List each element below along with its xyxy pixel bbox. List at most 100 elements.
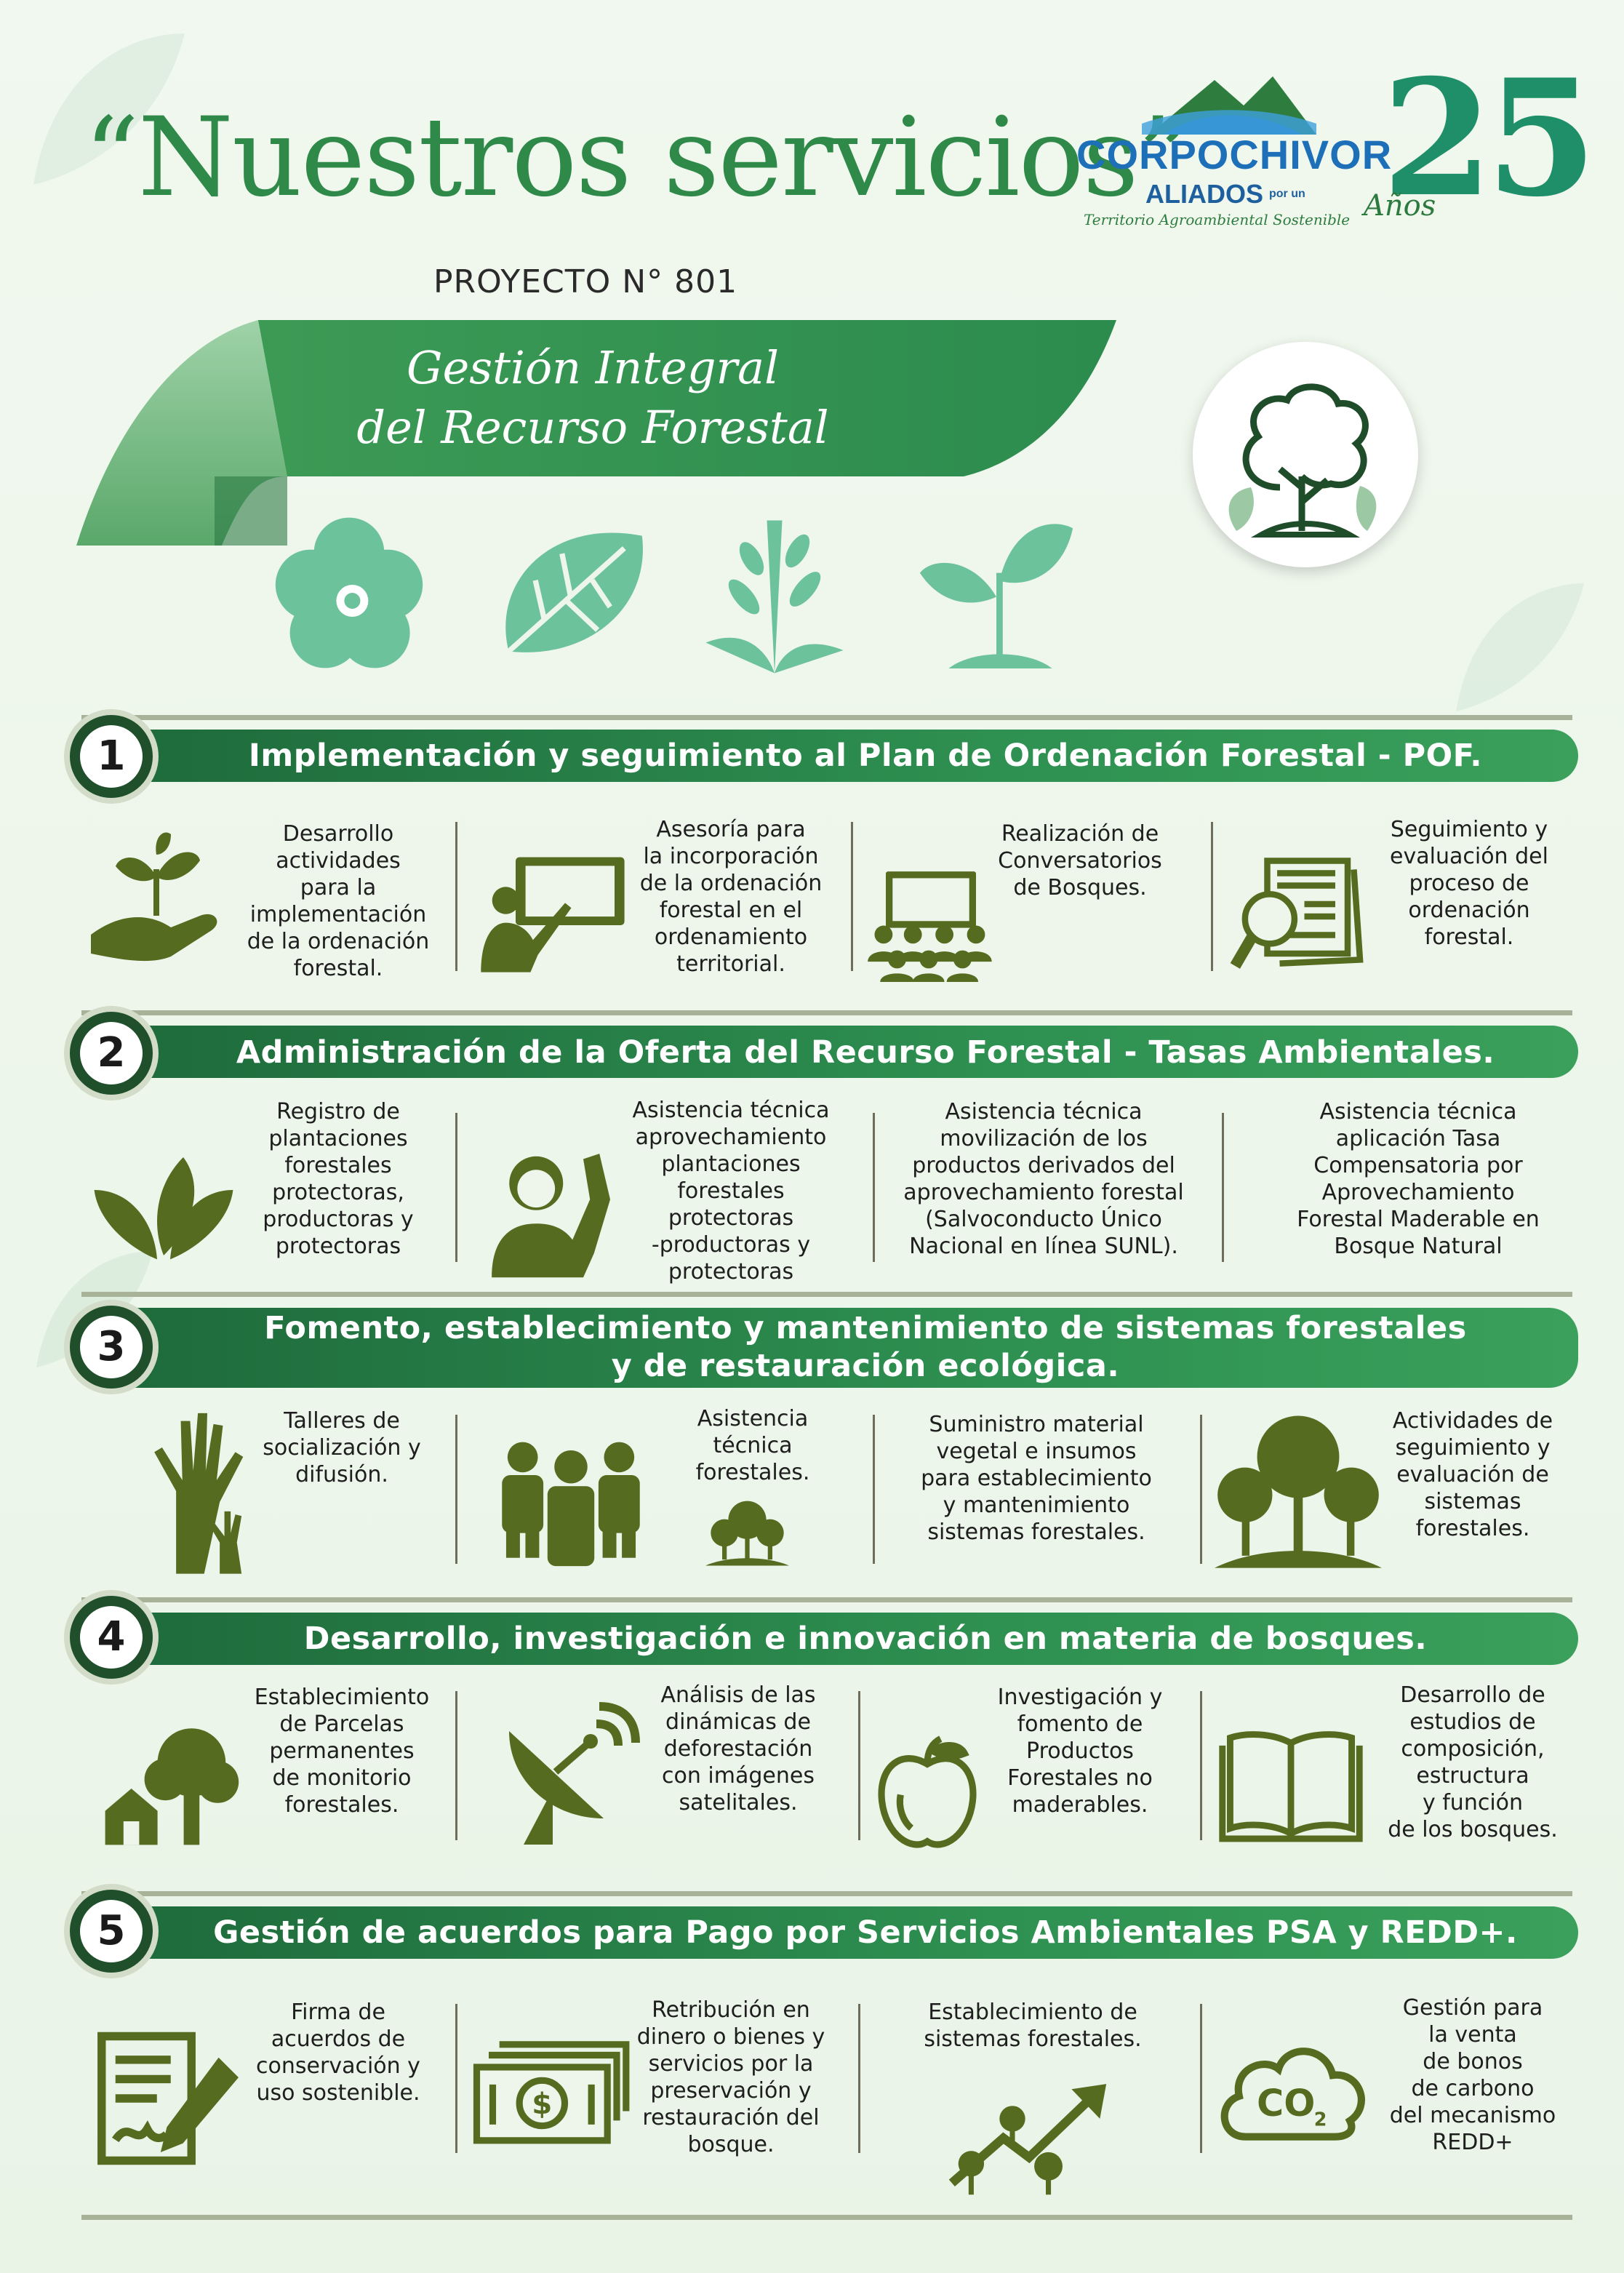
section-4-item-2-text: Análisis de las dinámicas de deforestaci… bbox=[660, 1682, 816, 1815]
section-1-item-1-text: Desarrollo actividades para la implement… bbox=[247, 821, 430, 981]
section-1-separator bbox=[1211, 822, 1213, 971]
section-3-title-line-2: y de restauración ecológica. bbox=[611, 1348, 1120, 1384]
section-4-divider bbox=[81, 1597, 1572, 1602]
section-2-item-4-text: Asistencia técnica aplicación Tasa Compe… bbox=[1297, 1099, 1540, 1259]
section-5-divider bbox=[81, 1891, 1572, 1896]
tree-outline-icon bbox=[1228, 383, 1377, 538]
page-title: “Nuestros servicios” bbox=[84, 95, 1193, 221]
open-book-icon bbox=[1219, 1731, 1363, 1842]
section-5-item-3-text: Establecimiento de sistemas forestales. bbox=[924, 2000, 1142, 2052]
tree-emblem bbox=[1193, 342, 1418, 567]
section-2-item-1-text: Registro de plantaciones forestales prot… bbox=[263, 1099, 414, 1259]
ribbon-line-1: Gestión Integral bbox=[407, 341, 779, 394]
forest-hill-icon bbox=[1215, 1415, 1382, 1568]
section-5-separator bbox=[858, 2004, 860, 2153]
bottom-divider bbox=[81, 2215, 1572, 2220]
section-1-number-badge: 1 bbox=[64, 709, 159, 804]
section-2-separator bbox=[455, 1113, 457, 1262]
section-5-item-4-text: Gestión para la venta de bonos de carbon… bbox=[1389, 1995, 1556, 2155]
person-raising-hand-icon bbox=[492, 1154, 610, 1278]
corpochivor-mountain-icon bbox=[1142, 76, 1316, 135]
section-4-item-4-text: Desarrollo de estudios de composición, e… bbox=[1388, 1682, 1558, 1842]
section-2-number: 2 bbox=[80, 1022, 143, 1084]
section-2-header bbox=[120, 1026, 1578, 1078]
section-4-number-badge: 4 bbox=[64, 1590, 159, 1685]
section-5-header bbox=[120, 1906, 1578, 1959]
section-1-item-4-text: Seguimiento y evaluación del proceso de … bbox=[1390, 817, 1548, 950]
section-4-separator bbox=[455, 1691, 457, 1840]
section-1-title: Implementación y seguimiento al Plan de … bbox=[248, 738, 1483, 774]
section-4-item-1-text: Establecimiento de Parcelas permanentes … bbox=[254, 1685, 430, 1818]
teacher-board-icon bbox=[481, 857, 625, 972]
signed-document-icon bbox=[97, 2032, 239, 2165]
section-5-number: 5 bbox=[80, 1900, 143, 1962]
grass-plant-icon bbox=[705, 520, 844, 674]
section-3-item-2-text: Asistencia técnica forestales. bbox=[695, 1406, 810, 1485]
section-2-separator bbox=[873, 1113, 875, 1262]
section-1-separator bbox=[851, 822, 853, 971]
section-3-item-3-text: Suministro material vegetal e insumos pa… bbox=[921, 1412, 1152, 1545]
sprout-icon bbox=[919, 524, 1073, 669]
section-3-divider bbox=[81, 1292, 1572, 1297]
leaves-icon bbox=[94, 1157, 233, 1260]
section-5-separator bbox=[455, 2004, 457, 2153]
audience-icon bbox=[868, 871, 992, 982]
section-2-divider bbox=[81, 1010, 1572, 1015]
money-bill-icon: $ bbox=[473, 2041, 630, 2144]
section-2-separator bbox=[1222, 1113, 1224, 1262]
house-tree-icon bbox=[105, 1728, 239, 1845]
fruit-icon bbox=[878, 1735, 977, 1848]
section-1-item-2-text: Asesoría para la incorporación de la ord… bbox=[639, 817, 823, 977]
section-1-divider bbox=[81, 715, 1572, 720]
section-1-item-3-text: Realización de Conversatorios de Bosques… bbox=[998, 821, 1162, 900]
section-5-item-2-text: Retribución en dinero o bienes y servici… bbox=[636, 1997, 825, 2157]
section-5-number-badge: 5 bbox=[64, 1884, 159, 1978]
org-tagline-2: por un bbox=[1269, 188, 1305, 200]
hibiscus-flower-icon bbox=[275, 517, 423, 668]
section-3-item-1-text: Talleres de socialización y difusión. bbox=[263, 1408, 421, 1487]
section-2-item-2-text: Asistencia técnica aprovechamiento plant… bbox=[632, 1098, 830, 1285]
org-tagline-3: Territorio Agroambiental Sostenible bbox=[1084, 211, 1351, 228]
section-3-item-4-text: Actividades de seguimiento y evaluación … bbox=[1392, 1408, 1553, 1541]
group-trees-icon bbox=[705, 1501, 789, 1566]
org-tagline-1: ALIADOS bbox=[1145, 179, 1263, 209]
raised-hands-icon bbox=[154, 1413, 244, 1574]
hand-seedling-icon bbox=[91, 832, 217, 962]
section-3-separator bbox=[455, 1415, 457, 1564]
section-4-header bbox=[120, 1613, 1578, 1665]
co2-subscript: 2 bbox=[1314, 2108, 1327, 2130]
section-3-number: 3 bbox=[80, 1316, 143, 1378]
growth-trees-icon bbox=[948, 2084, 1107, 2195]
section-3-separator bbox=[1200, 1415, 1202, 1564]
project-label: PROYECTO N° 801 bbox=[433, 263, 738, 300]
ribbon-line-2: del Recurso Forestal bbox=[356, 401, 829, 454]
section-5-separator bbox=[1200, 2004, 1202, 2153]
group-people-icon bbox=[502, 1442, 640, 1567]
section-5-item-1-text: Firma de acuerdos de conservación y uso … bbox=[256, 2000, 420, 2106]
section-1-number: 1 bbox=[80, 725, 143, 788]
section-4-separator bbox=[1200, 1691, 1202, 1840]
background-leaf-icon bbox=[1456, 583, 1584, 711]
section-1-header bbox=[120, 730, 1578, 782]
section-4-item-3-text: Investigación y fomento de Productos For… bbox=[997, 1685, 1163, 1818]
svg-text:$: $ bbox=[532, 2087, 552, 2121]
monstera-leaf-icon bbox=[505, 532, 643, 654]
background-leaf-icon bbox=[33, 33, 185, 185]
section-3-header bbox=[120, 1308, 1578, 1388]
section-5-title: Gestión de acuerdos para Pago por Servic… bbox=[213, 1914, 1518, 1951]
section-4-number: 4 bbox=[80, 1606, 143, 1669]
co2-label: CO bbox=[1257, 2082, 1315, 2125]
section-2-number-badge: 2 bbox=[64, 1006, 159, 1100]
section-3-title-line-1: Fomento, establecimiento y mantenimiento… bbox=[264, 1310, 1467, 1346]
section-3-title: Fomento, establecimiento y mantenimiento… bbox=[160, 1309, 1571, 1385]
title-ribbon bbox=[76, 320, 1116, 546]
document-magnifier-icon bbox=[1230, 858, 1364, 969]
anniversary-number: 25 bbox=[1382, 44, 1597, 232]
anniversary-word: Años bbox=[1364, 189, 1436, 223]
section-2-title: Administración de la Oferta del Recurso … bbox=[236, 1034, 1495, 1071]
org-name: CORPOCHIVOR bbox=[1076, 132, 1393, 177]
section-3-separator bbox=[873, 1415, 875, 1564]
section-2-item-3-text: Asistencia técnica movilización de los p… bbox=[903, 1099, 1184, 1259]
ribbon-title: Gestión Integral del Recurso Forestal bbox=[313, 327, 873, 468]
